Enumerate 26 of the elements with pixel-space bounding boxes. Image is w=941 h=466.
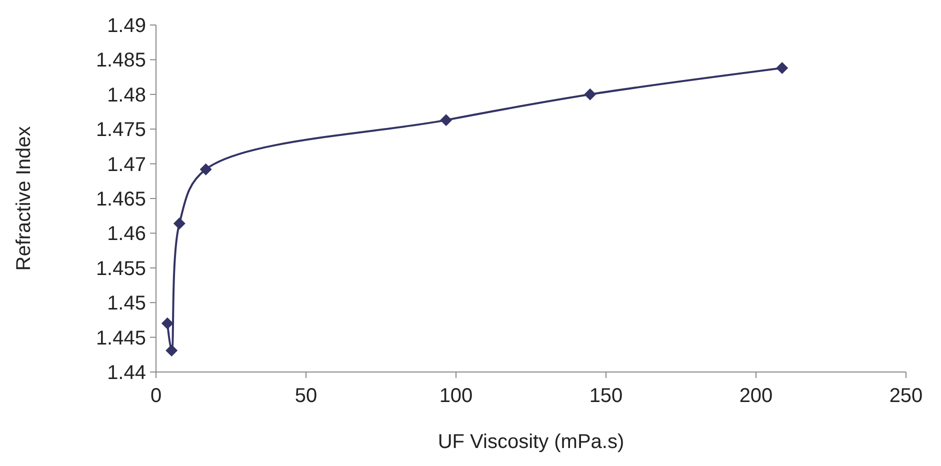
y-axis-title: Refractive Index [13,126,35,271]
point [173,217,186,230]
y-tick-label: 1.49 [107,15,146,37]
x-tick-label: 250 [889,385,923,407]
y-tick-label: 1.465 [96,188,146,210]
y-tick-label: 1.445 [96,327,146,350]
y-tick-label: 1.44 [107,362,146,384]
y-tick-label: 1.475 [96,119,146,142]
point [200,163,212,176]
point [161,317,174,330]
point [776,62,788,74]
x-tick-label: 0 [150,385,162,407]
x-tick-label: 50 [294,385,318,407]
y-tick-label: 1.47 [107,154,146,176]
point [166,344,178,356]
x-tick-label: 200 [739,385,773,407]
y-tick-label: 1.45 [107,292,146,315]
y-tick-label: 1.46 [107,223,146,246]
y-tick-label: 1.455 [96,258,146,280]
x-axis-title: UF Viscosity (mPa.s) [438,431,624,453]
x-tick-label: 150 [589,385,623,407]
y-tick-label: 1.485 [96,50,146,72]
x-tick-label: 100 [439,385,473,407]
point [584,88,596,100]
point [440,114,452,126]
y-tick-label: 1.48 [107,84,146,106]
